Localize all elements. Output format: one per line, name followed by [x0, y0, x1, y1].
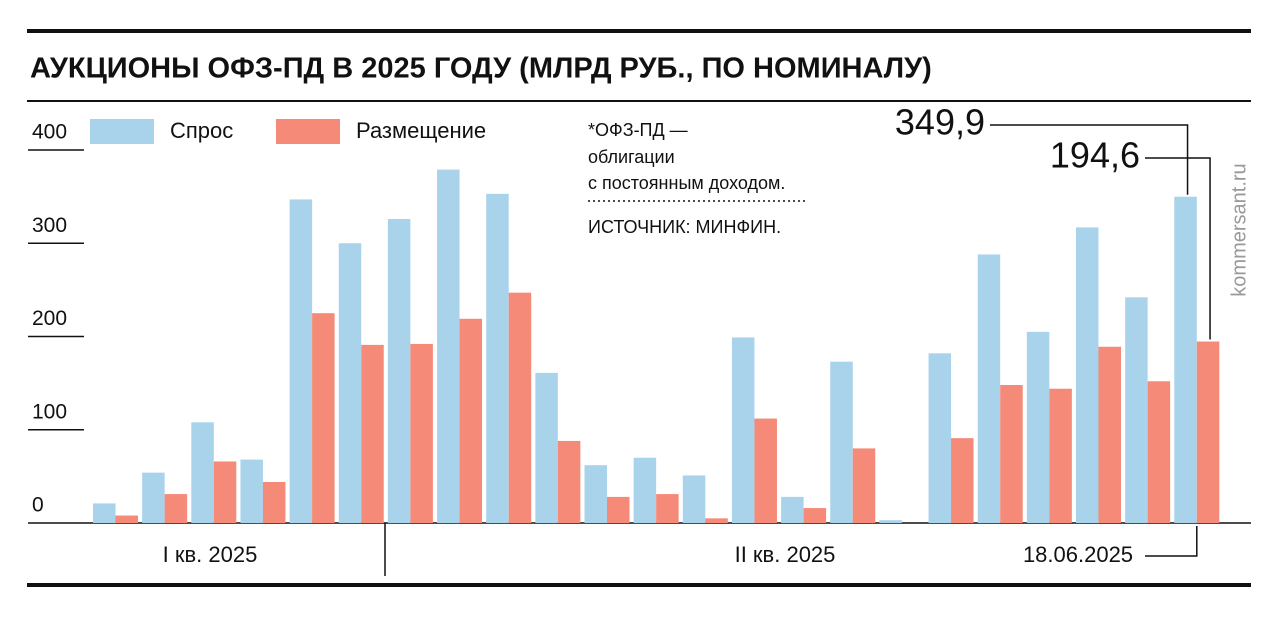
x-tick-label: 18.06.2025 — [1023, 542, 1133, 567]
leader-line — [1145, 157, 1211, 340]
bar — [830, 361, 853, 523]
bar — [1026, 331, 1050, 523]
bar — [633, 457, 657, 523]
bar — [164, 494, 188, 523]
y-tick-label: 200 — [32, 307, 67, 330]
y-tick-label: 400 — [32, 121, 67, 144]
legend-label: Размещение — [356, 118, 486, 143]
bar — [754, 418, 777, 523]
bar — [486, 193, 509, 523]
bar — [977, 254, 1001, 523]
bar — [361, 344, 384, 523]
bar — [1174, 196, 1197, 523]
bar — [459, 318, 483, 523]
bar — [1147, 381, 1171, 523]
leader-line — [990, 124, 1189, 195]
bar — [1000, 384, 1023, 523]
bar — [213, 461, 237, 523]
bar — [240, 459, 263, 523]
bar — [731, 337, 755, 523]
quarter-label: II кв. 2025 — [735, 542, 836, 567]
note-line: облигации — [588, 147, 675, 167]
value-label: 349,9 — [895, 102, 985, 143]
bar — [289, 199, 313, 524]
bar — [682, 475, 706, 523]
bar — [803, 508, 827, 523]
bar — [312, 313, 335, 523]
source: ИСТОЧНИК: МИНФИН. — [588, 217, 781, 237]
bar — [607, 496, 630, 523]
bar — [1049, 388, 1072, 523]
legend-swatch — [90, 119, 154, 144]
bar — [705, 518, 728, 523]
bar — [1076, 227, 1099, 523]
bar — [879, 520, 902, 523]
bar — [951, 438, 974, 523]
bar — [262, 481, 286, 523]
bar — [115, 515, 138, 523]
bar — [1098, 346, 1121, 523]
bar — [656, 494, 679, 523]
note-line: с постоянным доходом. — [588, 173, 785, 193]
bar — [142, 472, 165, 523]
bar — [852, 448, 876, 523]
bar — [584, 465, 607, 523]
bar — [1196, 341, 1220, 523]
value-label: 194,6 — [1050, 135, 1140, 176]
bar — [508, 292, 532, 523]
bar — [781, 496, 804, 523]
bar — [191, 422, 214, 523]
quarter-label: I кв. 2025 — [163, 542, 258, 567]
bar — [1125, 297, 1148, 523]
bar — [928, 353, 952, 523]
y-tick-label: 100 — [32, 400, 67, 423]
y-tick-label: 300 — [32, 214, 67, 237]
note-line: *ОФЗ-ПД — — [588, 120, 688, 140]
bar — [535, 372, 558, 523]
bar — [557, 440, 581, 523]
bar — [93, 503, 116, 523]
bar — [338, 243, 362, 523]
bar — [437, 169, 460, 523]
chart-title: АУКЦИОНЫ ОФЗ-ПД В 2025 ГОДУ (МЛРД РУБ., … — [30, 53, 932, 85]
leader-line — [1145, 526, 1198, 557]
bar — [387, 219, 411, 523]
legend-swatch — [276, 119, 340, 144]
watermark: kommersant.ru — [1228, 163, 1250, 296]
bar — [410, 343, 433, 523]
y-tick-label: 0 — [32, 494, 44, 517]
legend-label: Спрос — [170, 118, 233, 143]
